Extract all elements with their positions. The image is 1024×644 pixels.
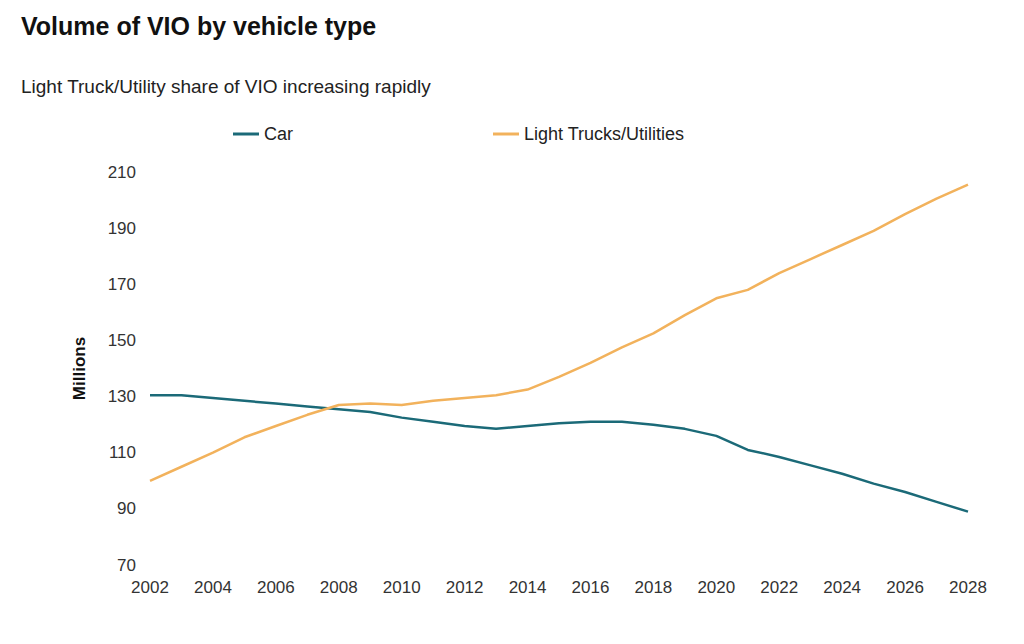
svg-text:150: 150 <box>108 331 136 350</box>
svg-text:110: 110 <box>109 443 136 462</box>
svg-text:2018: 2018 <box>634 578 672 597</box>
svg-text:2020: 2020 <box>697 578 735 597</box>
svg-text:2024: 2024 <box>823 578 861 597</box>
svg-text:2010: 2010 <box>383 578 421 597</box>
svg-text:Millions: Millions <box>70 337 89 400</box>
svg-text:210: 210 <box>108 163 136 182</box>
svg-text:70: 70 <box>117 556 136 575</box>
svg-text:2026: 2026 <box>886 578 924 597</box>
svg-text:2002: 2002 <box>131 578 169 597</box>
svg-text:2012: 2012 <box>446 578 484 597</box>
svg-text:190: 190 <box>108 219 136 238</box>
svg-text:2028: 2028 <box>949 578 987 597</box>
svg-text:2004: 2004 <box>194 578 232 597</box>
svg-text:170: 170 <box>108 275 136 294</box>
svg-text:Volume of VIO by vehicle type: Volume of VIO by vehicle type <box>21 12 376 40</box>
svg-text:90: 90 <box>117 499 136 518</box>
svg-text:2014: 2014 <box>509 578 547 597</box>
svg-text:Light Truck/Utility share of V: Light Truck/Utility share of VIO increas… <box>21 76 431 97</box>
svg-text:2008: 2008 <box>320 578 358 597</box>
svg-text:Light Trucks/Utilities: Light Trucks/Utilities <box>524 124 684 144</box>
svg-text:Car: Car <box>264 124 293 144</box>
svg-text:130: 130 <box>108 387 136 406</box>
svg-text:2022: 2022 <box>760 578 798 597</box>
svg-text:2006: 2006 <box>257 578 295 597</box>
svg-text:2016: 2016 <box>572 578 610 597</box>
